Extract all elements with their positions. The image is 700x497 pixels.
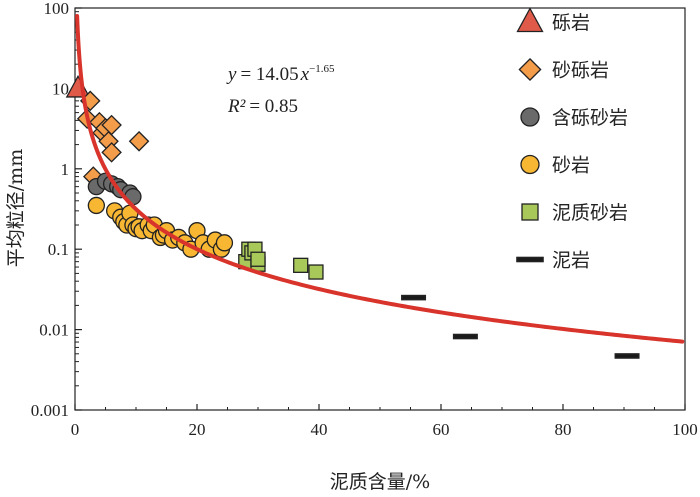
fit-equation: y = 14.05 x−1.65 bbox=[226, 63, 335, 85]
axes: 0 20 40 60 80 100 0.001 0.01 0.1 1 10 100 bbox=[31, 0, 698, 439]
y-tick-label: 0.01 bbox=[39, 321, 69, 340]
y-tick-label: 10 bbox=[52, 79, 69, 98]
data-point bbox=[128, 130, 150, 152]
legend-label: 砂岩 bbox=[552, 155, 590, 177]
data-point bbox=[65, 74, 91, 98]
data-point bbox=[87, 196, 105, 215]
legend-label: 含砾砂岩 bbox=[552, 107, 628, 129]
data-point bbox=[101, 142, 122, 163]
legend-marker bbox=[521, 203, 539, 221]
y-axis-label: 平均粒径/mm bbox=[5, 149, 27, 267]
data-point bbox=[293, 257, 309, 273]
legend-marker bbox=[518, 57, 542, 82]
x-tick-label: 40 bbox=[311, 420, 328, 439]
legend-marker bbox=[516, 7, 544, 33]
fit-curve bbox=[75, 14, 685, 344]
x-tick-label: 80 bbox=[555, 420, 572, 439]
data-point bbox=[308, 264, 324, 280]
x-tick-label: 60 bbox=[433, 420, 450, 439]
fit-equation-coef: = 14.05 bbox=[240, 64, 298, 85]
series-group bbox=[65, 74, 91, 98]
r2-value: = 0.85 bbox=[249, 96, 298, 117]
y-tick-label: 0.001 bbox=[31, 401, 69, 420]
fit-r-squared: R² = 0.85 bbox=[227, 96, 298, 117]
y-tick-label: 1 bbox=[61, 160, 70, 179]
series-group bbox=[76, 90, 150, 187]
r2-label: R² bbox=[227, 96, 246, 117]
x-axis-label: 泥质含量/% bbox=[330, 471, 430, 493]
legend-marker bbox=[516, 256, 544, 263]
legend-label: 砂砾岩 bbox=[552, 60, 609, 82]
series-group bbox=[238, 241, 324, 280]
data-point bbox=[401, 294, 427, 301]
y-tick-label: 0.1 bbox=[48, 240, 69, 259]
data-point bbox=[101, 114, 122, 136]
y-tick-label: 100 bbox=[44, 0, 70, 18]
x-tick-label: 0 bbox=[71, 420, 80, 439]
fit-equation-exp: −1.65 bbox=[309, 63, 335, 75]
legend-marker bbox=[520, 107, 540, 127]
legend-marker bbox=[520, 154, 540, 175]
series-group bbox=[401, 294, 640, 359]
x-tick-label: 100 bbox=[672, 420, 698, 439]
x-tick-label: 20 bbox=[189, 420, 206, 439]
data-point bbox=[614, 353, 640, 359]
data-point bbox=[452, 333, 478, 340]
fit-equation-var: x bbox=[300, 64, 310, 85]
series-group bbox=[87, 196, 234, 258]
data-points bbox=[65, 14, 685, 359]
fit-equation-lhs: y bbox=[226, 64, 237, 85]
data-point bbox=[215, 234, 234, 252]
legend-label: 泥岩 bbox=[552, 250, 590, 272]
data-point bbox=[250, 251, 266, 267]
legend-label: 泥质砂岩 bbox=[552, 202, 628, 224]
legend-label: 砾岩 bbox=[552, 12, 590, 34]
